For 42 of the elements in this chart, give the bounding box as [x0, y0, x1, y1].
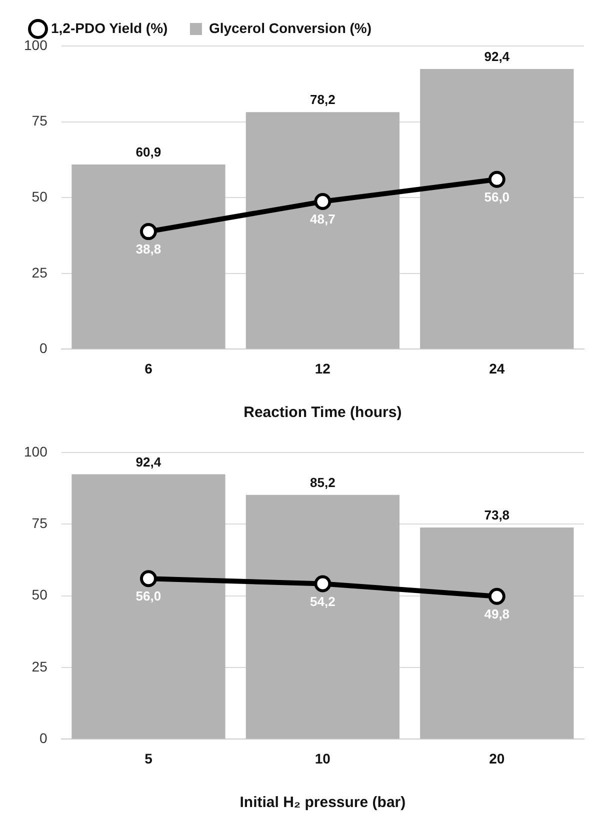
data-label: 60,9 [136, 144, 162, 160]
x-tick-label: 20 [489, 750, 505, 766]
data-label: 92,4 [484, 49, 510, 64]
bar [420, 69, 574, 349]
data-label: 78,2 [310, 92, 336, 108]
data-label: 56,0 [484, 189, 510, 204]
y-tick-label: 25 [32, 658, 48, 674]
legend-label: Glycerol Conversion (%) [208, 20, 372, 36]
bar [72, 164, 226, 349]
data-label: 54,2 [310, 594, 336, 609]
bar [72, 474, 226, 739]
point [314, 575, 332, 592]
y-tick-label: 50 [32, 188, 48, 204]
data-label: 56,0 [136, 588, 162, 604]
x-tick-label: 12 [314, 360, 331, 376]
y-tick-label: 75 [32, 112, 48, 129]
data-label: 85,2 [310, 474, 336, 490]
data-label: 49,8 [484, 606, 510, 622]
point [314, 193, 332, 210]
x-tick-label: 24 [489, 360, 505, 376]
y-tick-label: 50 [32, 586, 48, 603]
data-label: 73,8 [484, 508, 510, 523]
y-tick-label: 0 [40, 340, 48, 356]
data-label: 92,4 [136, 454, 162, 470]
y-tick-label: 100 [24, 36, 48, 53]
data-label: 38,8 [136, 242, 162, 257]
point [488, 170, 506, 188]
y-tick-label: 25 [32, 264, 48, 280]
y-tick-label: 0 [40, 730, 48, 746]
point [140, 570, 157, 588]
y-tick-label: 100 [24, 443, 48, 460]
data-label: 48,7 [310, 212, 336, 227]
bar [420, 528, 574, 739]
point [488, 588, 506, 605]
x-axis-title: Reaction Time (hours) [244, 404, 402, 422]
x-axis-title: Initial H₂ pressure (bar) [240, 794, 406, 812]
legend-label: 1,2-PDO Yield (%) [51, 20, 168, 36]
x-tick-label: 10 [314, 750, 331, 766]
x-tick-label: 6 [144, 360, 153, 376]
y-tick-label: 75 [32, 514, 48, 531]
x-tick-label: 5 [144, 750, 153, 766]
point [140, 223, 157, 240]
